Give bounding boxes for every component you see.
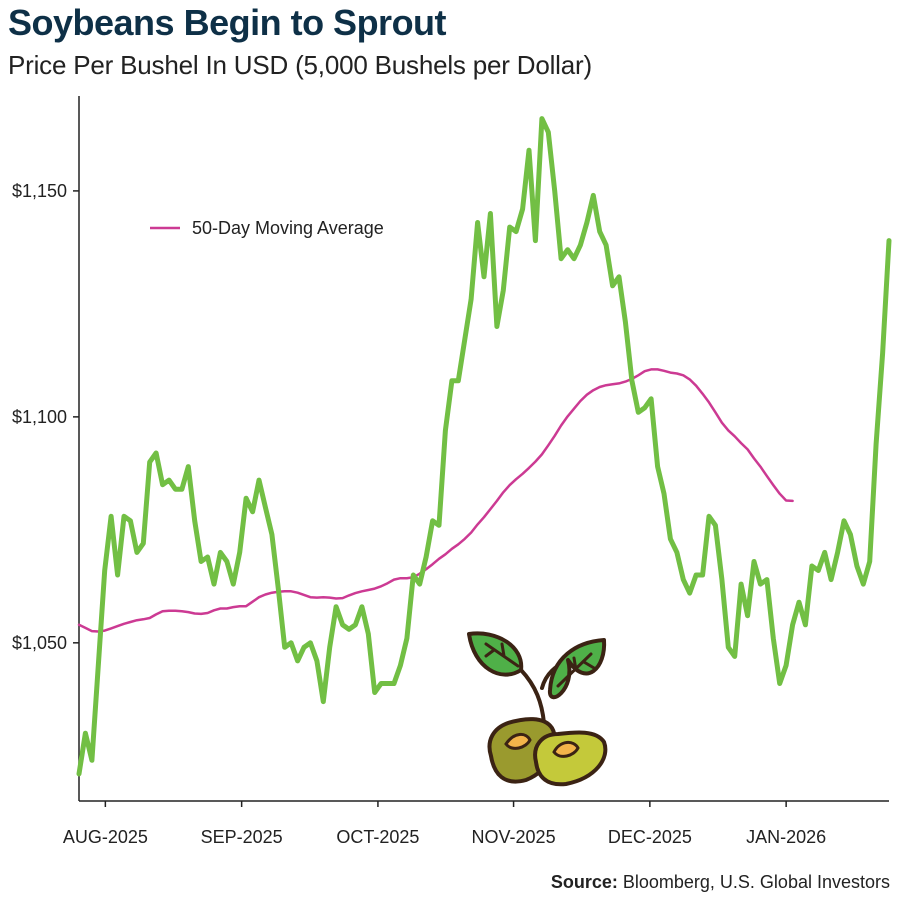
chart-subtitle: Price Per Bushel In USD (5,000 Bushels p… (8, 50, 592, 80)
soybean-sprout-icon (467, 631, 608, 787)
price-line (76, 116, 892, 777)
x-tick-label: NOV-2025 (472, 827, 556, 847)
legend-label-moving-average: 50-Day Moving Average (192, 218, 384, 238)
x-tick-label: SEP-2025 (201, 827, 283, 847)
moving-average-line (77, 368, 794, 633)
moving-average-layer (77, 368, 794, 633)
y-tick-label: $1,100 (12, 407, 67, 427)
x-tick-label: AUG-2025 (63, 827, 148, 847)
price-layer (76, 116, 892, 777)
source-label: Source: (550, 872, 618, 892)
y-tick-label: $1,150 (12, 181, 67, 201)
source-text: Bloomberg, U.S. Global Investors (622, 872, 890, 892)
x-tick-label: JAN-2026 (746, 827, 826, 847)
chart-legend: 50-Day Moving Average (150, 218, 384, 238)
x-tick-label: OCT-2025 (336, 827, 419, 847)
y-tick-label: $1,050 (12, 633, 67, 653)
x-tick-label: DEC-2025 (608, 827, 692, 847)
chart-axes: $1,050 $1,100 $1,150 AUG-2025 SEP-2025 OCT-20… (12, 96, 889, 847)
source-note: Source: Bloomberg, U.S. Global Investors (551, 872, 890, 893)
chart-title: Soybeans Begin to Sprout (8, 2, 447, 43)
